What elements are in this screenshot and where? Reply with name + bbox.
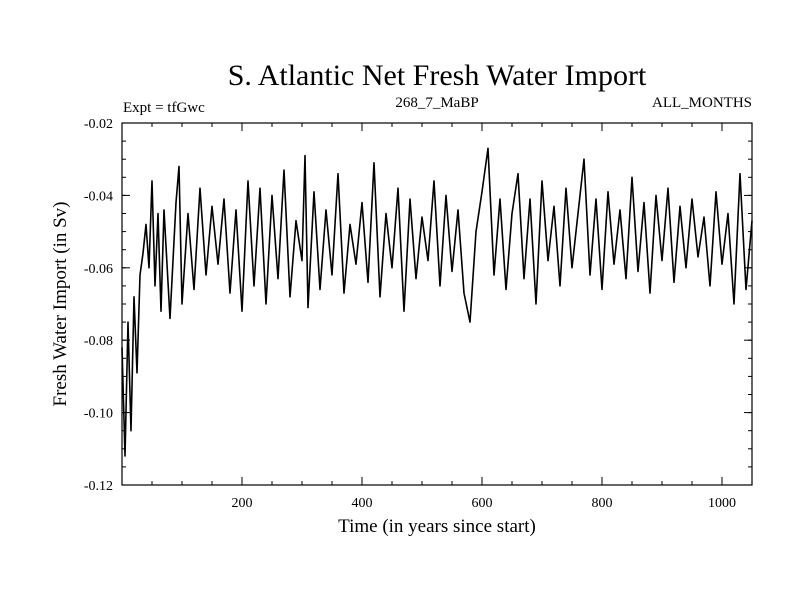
chart-title: S. Atlantic Net Fresh Water Import xyxy=(228,59,647,92)
series-line-fresh-water-import xyxy=(121,147,753,457)
y-tick-label: -0.12 xyxy=(84,479,113,494)
x-tick-label: 400 xyxy=(352,496,373,511)
x-axis-label: Time (in years since start) xyxy=(338,516,536,537)
period-label: 268_7_MaBP xyxy=(395,95,478,111)
x-axis-ticks: 200 400 600 800 1000 xyxy=(232,123,736,511)
y-axis-label: Fresh Water Import (in Sv) xyxy=(50,202,71,407)
x-tick-label: 200 xyxy=(232,496,253,511)
y-minor-ticks xyxy=(122,122,752,486)
y-tick-label: -0.04 xyxy=(84,189,113,204)
experiment-label: Expt = tfGwc xyxy=(123,100,205,116)
x-tick-label: 800 xyxy=(592,496,613,511)
x-minor-ticks xyxy=(151,123,723,485)
y-tick-label: -0.06 xyxy=(84,262,113,277)
months-label: ALL_MONTHS xyxy=(652,95,752,111)
y-tick-label: -0.10 xyxy=(84,407,113,422)
plot-frame xyxy=(121,122,753,486)
x-tick-label: 600 xyxy=(472,496,493,511)
x-tick-label: 1000 xyxy=(708,496,736,511)
y-tick-label: -0.08 xyxy=(84,334,113,349)
y-tick-label: -0.02 xyxy=(84,117,113,132)
y-axis-ticks: -0.12 -0.10 -0.08 -0.06 -0.04 -0.02 xyxy=(84,117,752,494)
